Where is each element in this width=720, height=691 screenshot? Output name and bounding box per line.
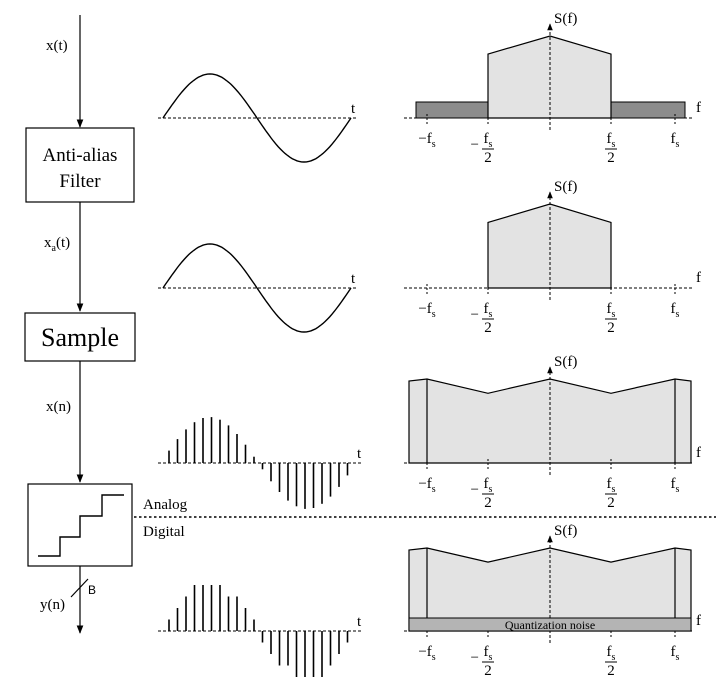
digital-label: Digital <box>143 524 185 540</box>
fraction-denominator: 2 <box>607 495 615 511</box>
fraction-denominator: 2 <box>607 150 615 166</box>
time-plot-1: t <box>158 73 358 163</box>
periodic-spectrum <box>408 547 692 632</box>
time-axis-label: t <box>357 614 362 630</box>
tick-label-half-fs: fs2 <box>605 301 617 336</box>
sine-wave <box>162 73 352 163</box>
frequency-axis-label: f <box>696 270 701 286</box>
out-of-band-right <box>610 101 686 119</box>
time-plot-2: t <box>158 243 358 333</box>
fraction-denominator: 2 <box>484 150 492 166</box>
fraction-numerator: fs <box>484 476 493 495</box>
fraction-denominator: 2 <box>484 663 492 679</box>
tick-label-neg-half-fs: − fs2 <box>471 131 494 166</box>
minus-sign: − <box>471 137 479 153</box>
sample-block <box>24 312 136 362</box>
bus-slash-icon <box>70 578 89 598</box>
analog-label: Analog <box>143 497 188 513</box>
frequency-axis-label: f <box>696 100 701 116</box>
staircase-icon <box>38 494 124 557</box>
time-domain-column: t t t t <box>158 73 362 677</box>
fraction-denominator: 2 <box>484 495 492 511</box>
time-axis-label: t <box>357 446 362 462</box>
signal-chain: x(t) Anti-alias Filter xa(t) Sample x(n)… <box>24 15 136 634</box>
sample-label: Sample <box>41 323 119 352</box>
fraction-numerator: fs <box>484 644 493 663</box>
filter-label-line2: Filter <box>59 171 101 192</box>
time-axis-label: t <box>351 271 356 287</box>
tick-label-neg-fs: −fs <box>418 476 435 495</box>
tick-label-half-fs: fs2 <box>605 644 617 679</box>
tick-label-neg-half-fs: − fs2 <box>471 644 494 679</box>
fraction-numerator: fs <box>484 301 493 320</box>
fraction-denominator: 2 <box>607 663 615 679</box>
bit-width-label: B <box>88 583 96 597</box>
spectrum-axis-label: S(f) <box>554 11 577 27</box>
tick-label-neg-fs: −fs <box>418 301 435 320</box>
frequency-axis-label: f <box>696 445 701 461</box>
minus-sign: − <box>471 307 479 323</box>
noise-label: Quantization noise <box>505 618 595 632</box>
tick-label-fs: fs <box>671 301 680 320</box>
tick-label-neg-half-fs: − fs2 <box>471 301 494 336</box>
spectrum-axis-label: S(f) <box>554 179 577 195</box>
fraction-numerator: fs <box>607 301 616 320</box>
tick-label-fs: fs <box>671 476 680 495</box>
signal-x-a-t: xa(t) <box>44 235 70 254</box>
tick-label-half-fs: fs2 <box>605 131 617 166</box>
fraction-denominator: 2 <box>484 320 492 336</box>
periodic-spectrum <box>408 378 692 464</box>
minus-sign: − <box>471 482 479 498</box>
noise-floor-bar <box>408 617 692 632</box>
signal-x-n: x(n) <box>46 399 71 415</box>
fraction-numerator: fs <box>484 131 493 150</box>
time-axis-label: t <box>351 101 356 117</box>
sine-wave <box>162 243 352 333</box>
tick-label-neg-half-fs: − fs2 <box>471 476 494 511</box>
fraction-numerator: fs <box>607 644 616 663</box>
minus-sign: − <box>471 650 479 666</box>
signal-y-n: y(n) <box>40 597 65 613</box>
tick-label-neg-fs: −fs <box>418 644 435 663</box>
spectrum-axis-label: S(f) <box>554 354 577 370</box>
analog-digital-boundary: Analog Digital <box>134 497 716 540</box>
fraction-numerator: fs <box>607 476 616 495</box>
time-plot-3: t <box>158 417 362 509</box>
quantization-noise-band: Quantization noise <box>408 617 692 632</box>
baseband-spectrum <box>487 203 612 289</box>
spectrum-axis-label: S(f) <box>554 523 577 539</box>
fraction-denominator: 2 <box>607 320 615 336</box>
frequency-axis-label: f <box>696 613 701 629</box>
tick-label-half-fs: fs2 <box>605 476 617 511</box>
tick-label-fs: fs <box>671 131 680 150</box>
tick-label-neg-fs: −fs <box>418 131 435 150</box>
fraction-numerator: fs <box>607 131 616 150</box>
time-plot-4: t <box>158 585 362 677</box>
tick-label-fs: fs <box>671 644 680 663</box>
filter-label-line1: Anti-alias <box>43 145 118 166</box>
signal-x-t: x(t) <box>46 38 68 54</box>
